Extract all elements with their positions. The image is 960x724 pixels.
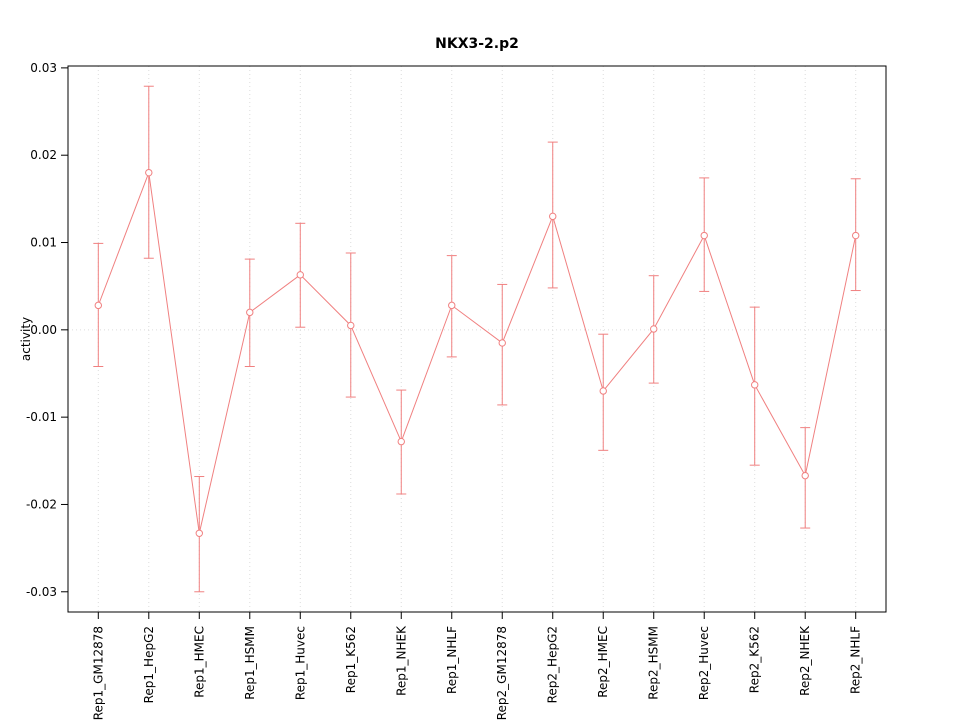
x-tick-label: Rep1_K562 [344,626,358,693]
x-tick-label: Rep2_Huvec [697,626,711,700]
activity-line [97,172,857,534]
x-tick-label: Rep2_GM12878 [495,626,509,720]
data-point [296,271,304,279]
plot-box [67,65,887,613]
y-tick-label: -0.02 [26,497,57,511]
x-tick-label: Rep2_K562 [748,626,762,693]
x-tick-label: Rep1_HMEC [192,626,206,698]
x-tick-label: Rep2_HepG2 [546,626,560,703]
y-tick-label: 0.00 [30,323,57,337]
data-point [498,339,506,347]
x-tick-label: Rep1_Huvec [293,626,307,700]
x-tick-label: Rep2_HMEC [596,626,610,698]
data-point [852,231,860,240]
y-tick-label: -0.03 [26,585,57,599]
chart-title: NKX3-2.p2 [435,36,519,52]
data-point [650,325,658,333]
x-tick-label: Rep2_NHLF [849,626,863,694]
plot-area: -0.03 -0.02 -0.01 0.00 0.01 0.02 0.03 Rep1_GM12… [26,61,887,720]
x-tick-label: Rep2_HSMM [647,626,661,700]
data-point [246,308,254,317]
data-point [195,529,203,537]
data-point [751,381,759,389]
data-point [599,387,607,395]
x-tick-label: Rep1_HSMM [243,626,257,700]
x-tick-label: Rep1_HepG2 [142,626,156,703]
data-point [397,437,405,446]
data-point [145,168,153,177]
y-tick-label: -0.01 [26,410,57,424]
x-axis: Rep1_GM12878 Rep1_HepG2 Rep1_HMEC Rep1_HSMM… [91,612,863,720]
y-tick-label: 0.03 [30,61,57,75]
data-point [801,471,809,480]
x-tick-label: Rep1_NHLF [445,626,459,694]
series-points [94,168,860,537]
x-tick-label: Rep1_NHEK [394,625,408,696]
y-axis-label: activity [19,317,33,361]
y-tick-label: 0.02 [30,148,57,162]
data-point [94,301,102,310]
series-line [97,172,857,534]
data-point [700,231,708,240]
data-point [347,321,355,330]
y-axis: -0.03 -0.02 -0.01 0.00 0.01 0.02 0.03 [26,61,68,599]
y-tick-label: 0.01 [30,236,57,250]
plot-border [67,65,887,613]
data-point [448,301,456,310]
gridlines [68,66,886,612]
x-tick-label: Rep1_GM12878 [91,626,105,720]
x-tick-label: Rep2_NHEK [798,625,812,696]
data-point [549,212,557,221]
error-bars [93,85,861,593]
